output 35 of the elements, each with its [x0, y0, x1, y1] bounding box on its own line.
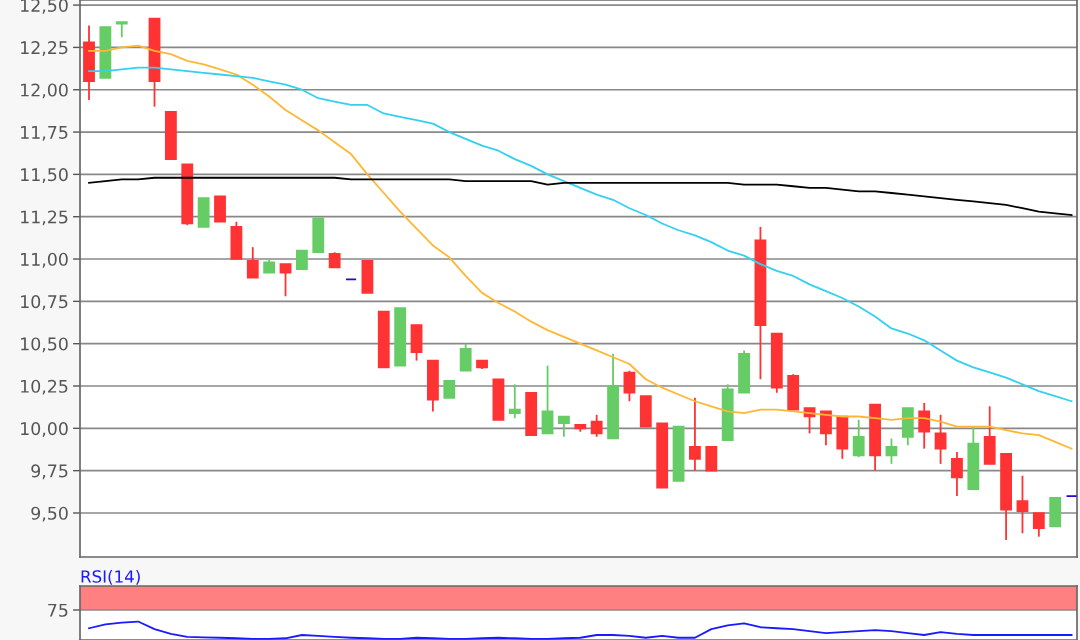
candlestick	[1032, 512, 1045, 538]
candlestick	[246, 246, 259, 279]
candlestick	[279, 263, 292, 298]
candlestick	[541, 364, 554, 435]
candlestick	[459, 342, 472, 372]
candlestick	[885, 437, 898, 465]
candlestick	[590, 413, 603, 438]
candlestick	[1016, 474, 1029, 535]
y-tick-label: 11,50	[21, 168, 68, 183]
y-tick-label: 10,75	[21, 295, 68, 310]
line-series	[88, 66, 1073, 403]
y-tick-label: 12,00	[21, 83, 68, 99]
candlestick	[508, 383, 521, 420]
y-tick-label: 10,25	[21, 379, 68, 395]
y-tick-label: 11,00	[21, 252, 68, 268]
y-tick-label: 11,75	[21, 125, 68, 141]
candlestick	[295, 249, 308, 271]
candlestick	[623, 369, 636, 403]
line-series	[88, 176, 1073, 216]
candlestick	[951, 451, 963, 497]
candlestick	[705, 446, 718, 472]
line-series	[88, 44, 1073, 450]
candlestick	[852, 418, 865, 459]
text: 75	[48, 603, 68, 617]
y-tick-label: 10,00	[21, 422, 68, 437]
candlestick	[918, 402, 931, 450]
y-tick-label: 12,25	[21, 41, 68, 57]
y-tick-label: 9,75	[31, 464, 68, 480]
y-tick-label: 10,50	[21, 337, 68, 353]
y-tick-label: 11,25	[21, 210, 68, 226]
candlestick	[558, 415, 570, 438]
candlestick	[820, 410, 832, 447]
candlestick	[689, 396, 701, 472]
y-tick-label: 9,50	[31, 506, 68, 522]
chart-title: RSI(14)	[81, 569, 140, 585]
